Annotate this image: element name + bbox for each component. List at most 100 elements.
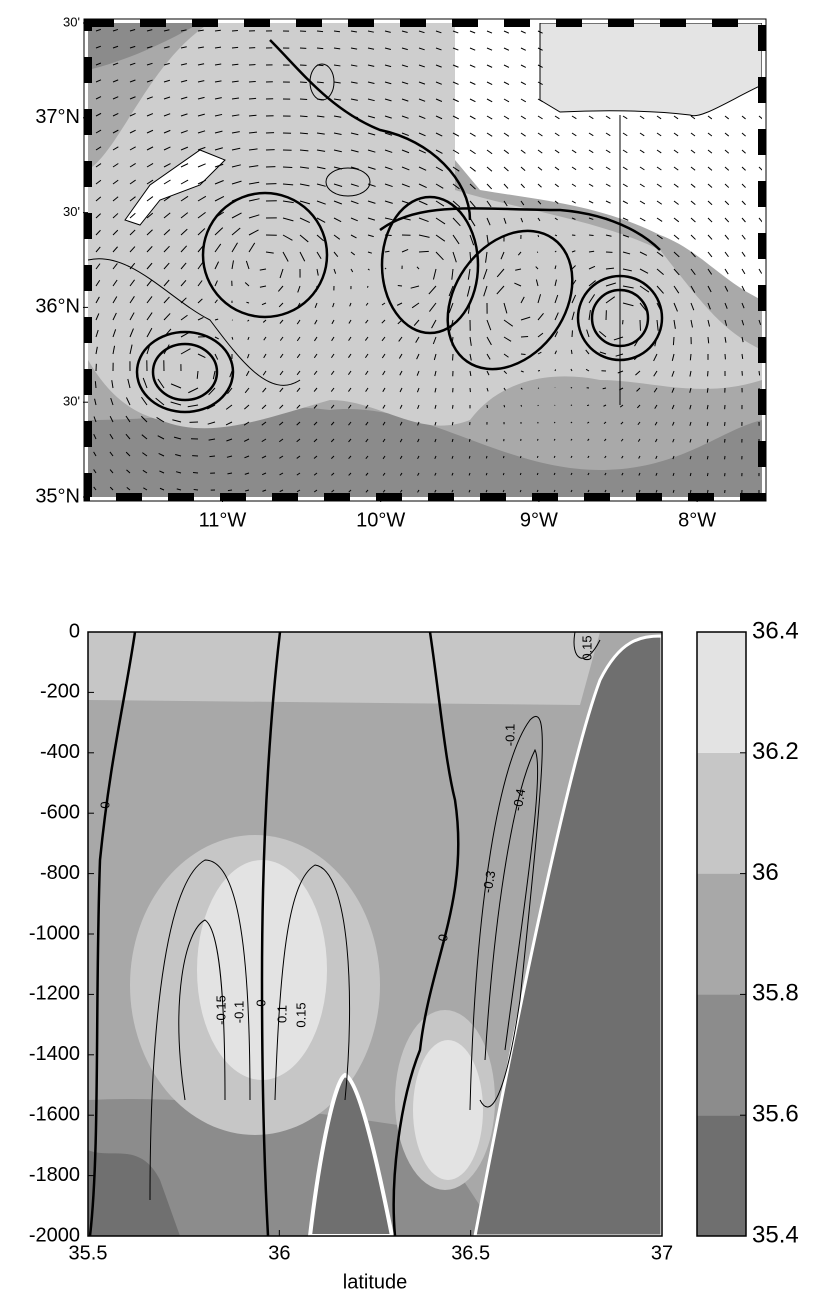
arrow <box>520 132 526 137</box>
arrow <box>244 455 250 459</box>
arrow <box>365 421 369 426</box>
arrow <box>155 397 165 406</box>
y-tick-label: 0 <box>69 620 80 642</box>
arrow <box>503 166 509 172</box>
arrow <box>519 489 522 493</box>
arrow <box>382 489 386 493</box>
arrow <box>384 64 392 68</box>
arrow <box>299 149 309 152</box>
arrow <box>314 336 318 342</box>
arrow <box>468 438 471 442</box>
arrow <box>503 353 509 358</box>
arrow <box>502 472 505 476</box>
arrow <box>282 166 293 169</box>
arrow <box>146 29 153 32</box>
arrow <box>434 421 437 426</box>
arrow <box>231 212 242 219</box>
arrow <box>330 404 335 409</box>
arrow <box>129 96 136 100</box>
arrow <box>94 398 97 406</box>
arrow <box>435 30 442 34</box>
arrow <box>435 81 442 85</box>
arrow <box>146 262 153 270</box>
arrow <box>469 336 472 346</box>
arrow <box>214 130 223 134</box>
arrow <box>673 132 679 137</box>
x-tick-label: 11°W <box>199 509 247 531</box>
arrow <box>365 472 369 476</box>
arrow <box>209 455 216 458</box>
arrow <box>109 415 114 423</box>
arrow <box>741 268 746 275</box>
arrow <box>486 353 491 360</box>
arrow <box>656 200 663 205</box>
arrow <box>111 380 114 389</box>
arrow <box>639 302 648 312</box>
arrow <box>282 234 293 241</box>
arrow <box>707 166 713 171</box>
arrow <box>435 149 443 154</box>
arrow <box>331 489 335 493</box>
arrow <box>452 47 459 51</box>
arrow <box>180 46 187 49</box>
arrow <box>214 147 223 151</box>
section-band <box>88 1150 180 1236</box>
arrow <box>706 421 709 426</box>
arrow <box>112 129 119 134</box>
arrow <box>571 115 577 120</box>
arrow <box>434 489 437 493</box>
arrow <box>296 404 301 409</box>
arrow <box>486 81 493 86</box>
arrow <box>673 285 680 294</box>
arrow <box>621 455 624 459</box>
arrow <box>672 455 675 460</box>
arrow <box>330 455 335 459</box>
arrow <box>197 63 205 66</box>
arrow <box>585 349 590 355</box>
arrow <box>350 115 359 119</box>
arrow <box>367 183 376 187</box>
arrow <box>622 217 629 221</box>
arrow <box>554 265 557 270</box>
arrow <box>95 246 101 253</box>
arrow <box>486 47 493 51</box>
arrow <box>503 217 507 224</box>
arrow <box>95 28 101 32</box>
arrow <box>367 268 370 271</box>
arrow <box>536 455 539 458</box>
arrow <box>503 336 512 342</box>
arrow <box>469 370 472 377</box>
map-frame <box>84 19 766 501</box>
contour-label: -0.15 <box>213 995 228 1025</box>
arrow <box>469 234 475 246</box>
arrow <box>348 489 352 493</box>
arrow <box>279 489 284 493</box>
arrow <box>517 251 522 256</box>
arrow <box>451 336 454 346</box>
arrow <box>349 302 352 307</box>
y-tick-label: 36°N <box>35 296 80 318</box>
arrow <box>605 296 616 304</box>
arrow <box>486 166 493 172</box>
arrow <box>277 285 284 292</box>
arrow <box>689 387 692 393</box>
arrow <box>214 113 223 117</box>
arrow <box>671 370 675 377</box>
arrow <box>163 196 171 202</box>
arrow <box>350 64 358 67</box>
arrow <box>588 294 596 304</box>
arrow <box>384 250 390 253</box>
arrow <box>384 166 393 171</box>
arrow <box>129 29 136 32</box>
arrow <box>602 387 607 390</box>
arrow <box>503 30 510 34</box>
arrow <box>622 234 630 238</box>
arrow <box>673 217 680 223</box>
y-tick-label: -800 <box>40 862 80 884</box>
arrow <box>180 63 188 66</box>
arrow <box>707 200 713 206</box>
arrow <box>485 489 488 493</box>
arrow <box>197 262 204 270</box>
arrow <box>279 268 284 279</box>
arrow <box>129 113 136 117</box>
